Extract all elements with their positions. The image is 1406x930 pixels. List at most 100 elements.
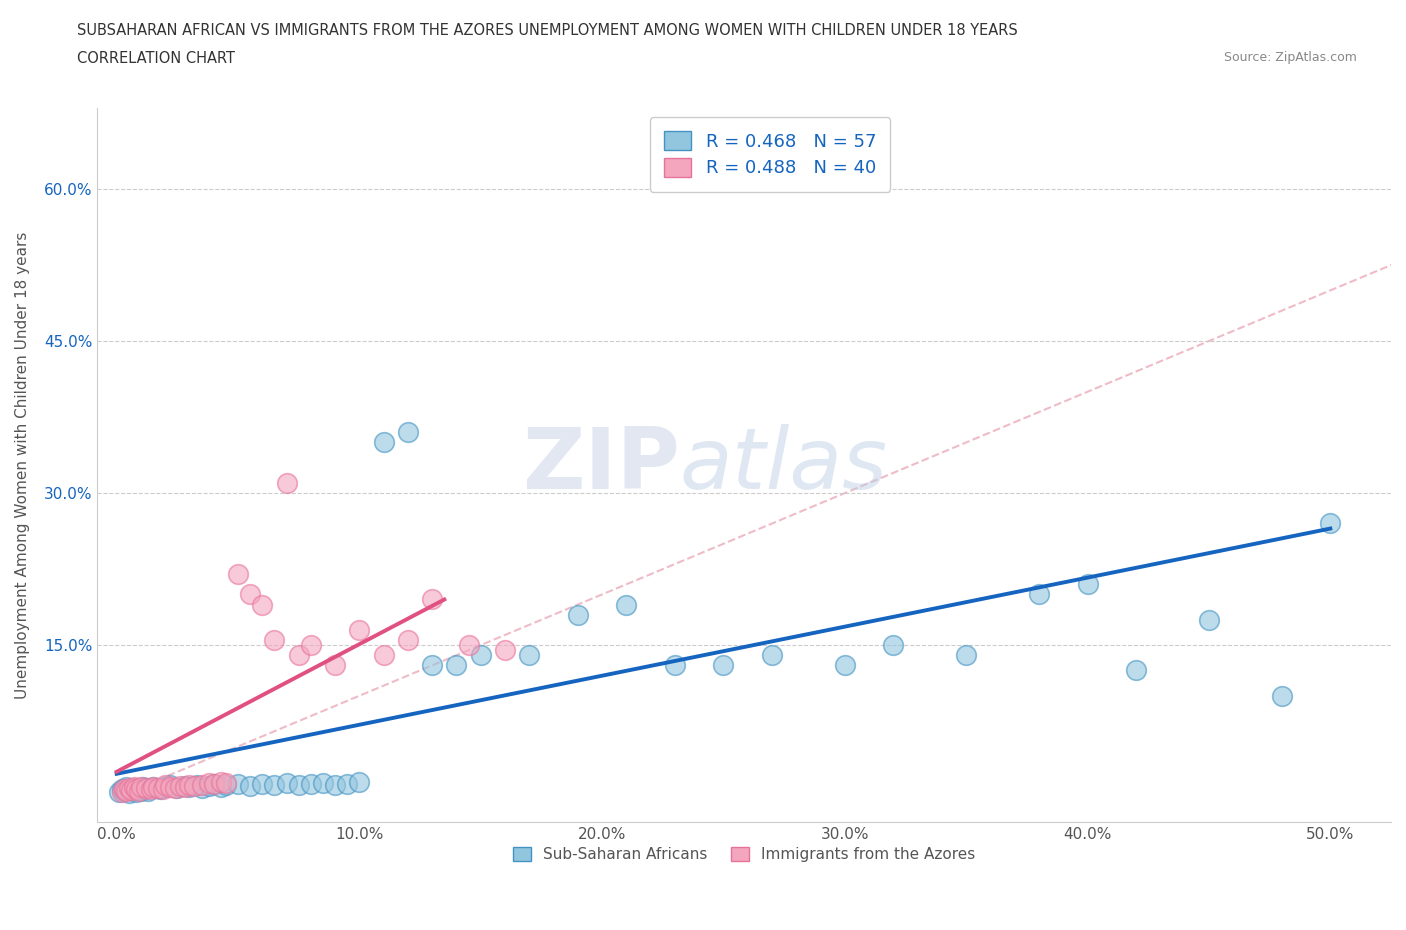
Point xyxy=(159,779,181,794)
Point xyxy=(108,785,131,800)
Point xyxy=(163,780,186,795)
Point xyxy=(190,777,212,792)
Point xyxy=(373,435,395,450)
Point xyxy=(761,648,783,663)
Point xyxy=(110,781,132,796)
Point xyxy=(125,781,148,796)
Point xyxy=(122,779,145,794)
Point xyxy=(139,781,162,796)
Point xyxy=(120,782,142,797)
Point xyxy=(118,786,141,801)
Point xyxy=(166,780,188,795)
Text: Source: ZipAtlas.com: Source: ZipAtlas.com xyxy=(1223,51,1357,64)
Point xyxy=(115,779,138,794)
Point xyxy=(125,785,148,800)
Point xyxy=(142,779,165,794)
Point xyxy=(955,648,977,663)
Point xyxy=(209,775,232,790)
Point xyxy=(209,779,232,794)
Point xyxy=(299,638,322,653)
Point xyxy=(186,777,208,792)
Point xyxy=(155,777,177,792)
Point xyxy=(135,780,157,795)
Point xyxy=(120,782,142,797)
Point xyxy=(190,780,212,795)
Point xyxy=(494,643,516,658)
Point xyxy=(202,777,225,791)
Point xyxy=(396,425,419,440)
Point xyxy=(152,781,174,796)
Point xyxy=(713,658,735,672)
Point xyxy=(396,632,419,647)
Point xyxy=(179,779,201,794)
Point xyxy=(1319,516,1341,531)
Point xyxy=(239,587,262,602)
Point xyxy=(202,777,225,791)
Point xyxy=(263,777,285,792)
Point xyxy=(173,778,195,793)
Text: atlas: atlas xyxy=(679,424,887,507)
Point xyxy=(226,777,249,791)
Point xyxy=(129,784,152,799)
Point xyxy=(252,597,274,612)
Point xyxy=(312,776,335,790)
Point xyxy=(287,648,309,663)
Point xyxy=(155,779,177,794)
Point xyxy=(567,607,589,622)
Point xyxy=(179,777,201,792)
Point xyxy=(112,784,135,799)
Point xyxy=(457,638,479,653)
Point xyxy=(149,781,172,796)
Point xyxy=(110,785,132,800)
Point xyxy=(323,658,346,672)
Point xyxy=(198,778,221,793)
Point xyxy=(135,781,157,796)
Point xyxy=(146,780,169,795)
Point xyxy=(132,779,155,794)
Point xyxy=(446,658,468,672)
Point xyxy=(1077,577,1099,591)
Point xyxy=(299,777,322,791)
Point xyxy=(118,780,141,795)
Point xyxy=(183,778,205,793)
Point xyxy=(1028,587,1050,602)
Point xyxy=(215,776,238,790)
Point xyxy=(276,475,298,490)
Point xyxy=(882,638,904,653)
Point xyxy=(420,658,443,672)
Point xyxy=(323,777,346,792)
Point xyxy=(129,779,152,794)
Point xyxy=(159,777,181,792)
Point xyxy=(1271,688,1294,703)
Point xyxy=(664,658,686,672)
Text: ZIP: ZIP xyxy=(522,424,679,507)
Point xyxy=(349,622,371,637)
Point xyxy=(263,632,285,647)
Point xyxy=(1198,612,1220,627)
Point xyxy=(122,780,145,795)
Point xyxy=(336,777,359,791)
Point xyxy=(115,784,138,799)
Point xyxy=(276,776,298,790)
Point xyxy=(198,776,221,790)
Text: SUBSAHARAN AFRICAN VS IMMIGRANTS FROM THE AZORES UNEMPLOYMENT AMONG WOMEN WITH C: SUBSAHARAN AFRICAN VS IMMIGRANTS FROM TH… xyxy=(77,23,1018,38)
Point xyxy=(834,658,856,672)
Point xyxy=(112,781,135,796)
Point xyxy=(517,648,540,663)
Legend: Sub-Saharan Africans, Immigrants from the Azores: Sub-Saharan Africans, Immigrants from th… xyxy=(506,841,981,869)
Point xyxy=(287,777,309,792)
Y-axis label: Unemployment Among Women with Children Under 18 years: Unemployment Among Women with Children U… xyxy=(15,232,30,699)
Point xyxy=(616,597,638,612)
Point xyxy=(169,778,191,793)
Point xyxy=(373,648,395,663)
Point xyxy=(128,781,150,796)
Point xyxy=(173,779,195,794)
Point xyxy=(1125,663,1147,678)
Point xyxy=(349,775,371,790)
Point xyxy=(226,566,249,581)
Text: CORRELATION CHART: CORRELATION CHART xyxy=(77,51,235,66)
Point xyxy=(239,778,262,793)
Point xyxy=(142,779,165,794)
Point xyxy=(420,592,443,607)
Point xyxy=(252,777,274,791)
